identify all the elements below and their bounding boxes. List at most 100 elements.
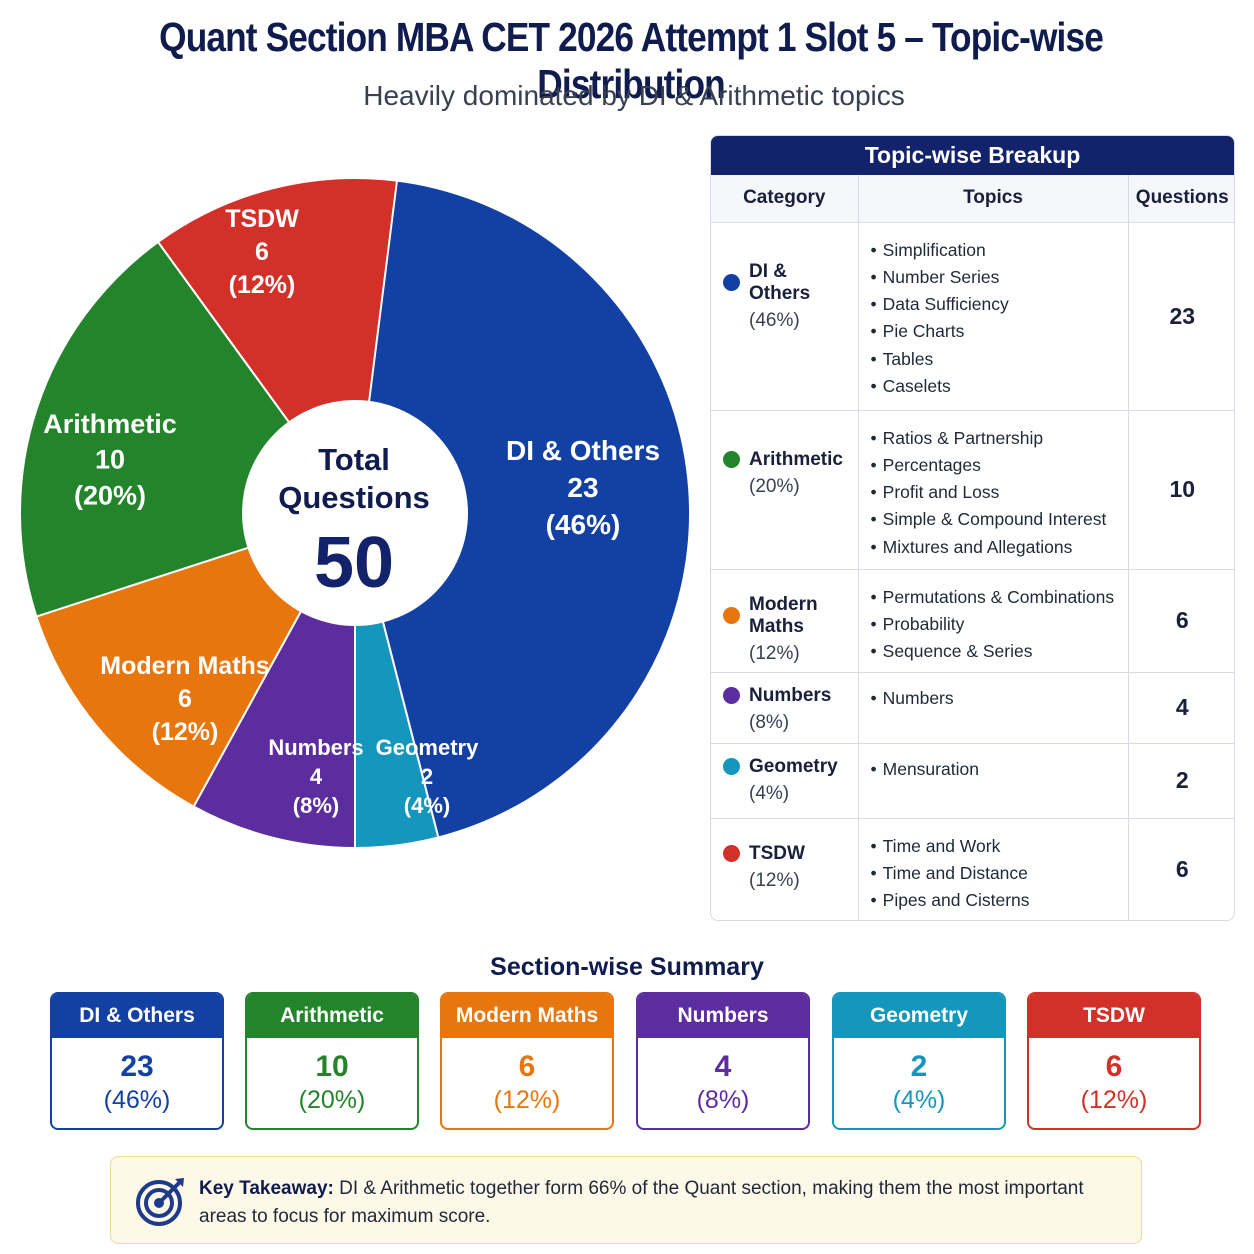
summary-card-title: Modern Maths [442, 994, 612, 1038]
slice-percent-tsdw: (12%) [229, 271, 296, 299]
topics-cell: SimplificationNumber SeriesData Sufficie… [858, 222, 1129, 411]
topic-item: Pipes and Cisterns [871, 887, 1122, 914]
takeaway-text: Key Takeaway: DI & Arithmetic together f… [199, 1175, 1129, 1231]
topic-item: Number Series [871, 264, 1122, 291]
target-icon [136, 1178, 184, 1226]
category-percent: (20%) [749, 475, 800, 497]
column-header-category: Category [711, 175, 859, 223]
topics-cell: Mensuration [858, 743, 1129, 819]
slice-value-arithmetic: 10 [95, 445, 125, 475]
slice-percent-arithmetic: (20%) [74, 480, 146, 510]
topic-item: Caselets [871, 373, 1122, 400]
center-label-line1: Total [318, 442, 390, 477]
questions-count: 6 [1175, 855, 1189, 882]
category-cell: Geometry (4%) [711, 743, 859, 819]
topic-item: Pie Charts [871, 318, 1122, 345]
topic-item: Mixtures and Allegations [871, 534, 1122, 561]
slice-percent-numbers: (8%) [293, 793, 339, 818]
category-cell: TSDW (12%) [711, 818, 859, 920]
pie-center-hole [242, 400, 468, 626]
slice-label-modern-maths: Modern Maths [100, 652, 269, 680]
category-cell: Modern Maths (12%) [711, 569, 859, 673]
topic-item: Time and Work [871, 833, 1122, 860]
topics-cell: Numbers [858, 672, 1129, 744]
summary-card-title: Numbers [638, 994, 808, 1038]
category-percent: (8%) [749, 711, 790, 733]
category-color-dot [723, 845, 740, 862]
table-row: Modern Maths (12%)Permutations & Combina… [711, 569, 1234, 673]
category-color-dot [723, 758, 740, 775]
topic-item: Simple & Compound Interest [871, 506, 1122, 533]
summary-card-title: TSDW [1029, 994, 1199, 1038]
slice-label-tsdw: TSDW [225, 205, 299, 233]
table-row: DI & Others (46%)SimplificationNumber Se… [711, 222, 1234, 411]
summary-card-geometry: Geometry 2 (4%) [832, 992, 1006, 1130]
topic-item: Data Sufficiency [871, 291, 1122, 318]
topic-item: Time and Distance [871, 860, 1122, 887]
summary-card-di-others: DI & Others 23 (46%) [50, 992, 224, 1130]
takeaway-body: DI & Arithmetic together form 66% of the… [199, 1178, 1084, 1227]
category-percent: (46%) [749, 309, 800, 331]
topic-item: Ratios & Partnership [871, 425, 1122, 452]
topic-breakup-table: Topic-wise Breakup Category Topics Quest… [710, 135, 1235, 921]
center-total: 50 [314, 523, 394, 603]
summary-card-title: Geometry [834, 994, 1004, 1038]
questions-count: 6 [1128, 569, 1234, 673]
category-color-dot [723, 687, 740, 704]
key-takeaway-box: Key Takeaway: DI & Arithmetic together f… [110, 1156, 1142, 1244]
topics-cell: Time and WorkTime and DistancePipes and … [858, 818, 1129, 920]
category-label: Geometry [749, 755, 838, 777]
pie-chart: DI & Others 23 (46%) Geometry 2 (4%) Numbers 4 (… [19, 176, 691, 850]
questions-count: 23 [1128, 222, 1234, 411]
column-header-topics: Topics [858, 175, 1129, 223]
summary-card-percent: (8%) [696, 1086, 750, 1114]
category-percent: (4%) [749, 782, 790, 804]
table-row: Arithmetic (20%)Ratios & PartnershipPerc… [711, 410, 1234, 570]
summary-card-title: Arithmetic [247, 994, 417, 1038]
category-label: Arithmetic [749, 448, 843, 470]
category-cell: DI & Others (46%) [711, 222, 859, 411]
summary-card-count: 23 [120, 1050, 154, 1083]
summary-card-count: 10 [315, 1050, 349, 1083]
slice-label-arithmetic: Arithmetic [43, 409, 177, 439]
page-subtitle: Heavily dominated by DI & Arithmetic top… [363, 80, 905, 111]
summary-card-title: DI & Others [52, 994, 222, 1038]
topic-item: Percentages [871, 452, 1122, 479]
topic-item: Numbers [871, 685, 1122, 712]
summary-card-percent: (12%) [493, 1086, 561, 1114]
summary-title: Section-wise Summary [490, 953, 764, 981]
slice-label-numbers: Numbers [268, 735, 363, 760]
summary-card-modern-maths: Modern Maths 6 (12%) [440, 992, 614, 1130]
takeaway-label: Key Takeaway: [199, 1178, 334, 1199]
topic-item: Profit and Loss [871, 479, 1122, 506]
category-name: Modern Maths [723, 594, 852, 638]
category-name: Geometry [723, 756, 852, 778]
category-label: Modern Maths [749, 593, 818, 637]
questions-count: 2 [1128, 743, 1234, 819]
pie-slice-di-others [354, 176, 691, 839]
slice-label-di-others: DI & Others [506, 435, 660, 466]
category-cell: Arithmetic (20%) [711, 410, 859, 570]
summary-card-percent: (20%) [298, 1086, 366, 1114]
summary-card-tsdw: TSDW 6 (12%) [1027, 992, 1201, 1130]
category-name: TSDW [723, 843, 852, 865]
topic-item: Mensuration [871, 756, 1122, 783]
category-color-dot [723, 607, 740, 624]
category-color-dot [723, 451, 740, 468]
summary-card-count: 2 [910, 1050, 928, 1083]
questions-count: 10 [1128, 410, 1234, 570]
slice-percent-modern-maths: (12%) [152, 718, 219, 746]
center-label-line2: Questions [278, 480, 430, 515]
slice-value-modern-maths: 6 [178, 685, 192, 713]
summary-card-count: 4 [714, 1050, 732, 1083]
slice-value-numbers: 4 [310, 764, 323, 789]
topics-cell: Permutations & CombinationsProbabilitySe… [858, 569, 1129, 673]
questions-count: 4 [1128, 672, 1234, 744]
category-cell: Numbers (8%) [711, 672, 859, 744]
topics-cell: Ratios & PartnershipPercentagesProfit an… [858, 410, 1129, 570]
summary-card-percent: (12%) [1080, 1086, 1148, 1114]
slice-value-geometry: 2 [421, 764, 433, 789]
breakup-header: Topic-wise Breakup [711, 136, 1234, 175]
topic-item: Probability [871, 611, 1122, 638]
